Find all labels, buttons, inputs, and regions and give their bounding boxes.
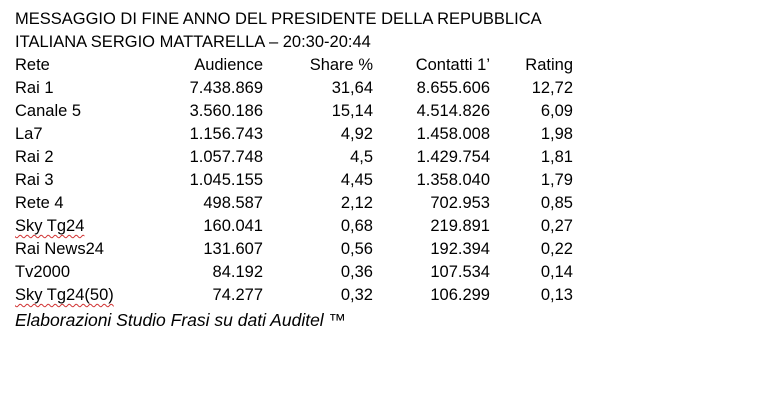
header-share: Share % — [309, 56, 373, 74]
cell-audience: 74.277 — [212, 286, 263, 304]
cell-share: 4,5 — [350, 148, 373, 166]
table-row: Tv2000 84.192 0,36 107.534 0,14 — [15, 261, 573, 284]
cell-rating: 6,09 — [540, 102, 573, 120]
table-row: La7 1.156.743 4,92 1.458.008 1,98 — [15, 123, 573, 146]
cell-rete: La7 — [15, 125, 43, 143]
header-rete: Rete — [15, 56, 50, 74]
cell-audience: 3.560.186 — [189, 102, 263, 120]
cell-rating: 1,98 — [540, 125, 573, 143]
document: MESSAGGIO DI FINE ANNO DEL PRESIDENTE DE… — [15, 8, 615, 332]
cell-audience: 498.587 — [203, 194, 263, 212]
cell-audience: 1.045.155 — [189, 171, 263, 189]
cell-rete-text: Sky Tg24 — [15, 217, 85, 235]
table-row: Rai 3 1.045.155 4,45 1.358.040 1,79 — [15, 169, 573, 192]
cell-rating: 12,72 — [531, 79, 573, 97]
cell-audience: 1.057.748 — [189, 148, 263, 166]
header-audience: Audience — [194, 56, 263, 74]
cell-contatti: 1.429.754 — [416, 148, 490, 166]
cell-rete: Rai 2 — [15, 148, 54, 166]
cell-rete: Sky Tg24 — [15, 215, 155, 238]
cell-audience: 131.607 — [203, 240, 263, 258]
source-note: Elaborazioni Studio Frasi su dati Audite… — [15, 310, 347, 330]
cell-rete: Rai 3 — [15, 171, 54, 189]
cell-share: 4,45 — [340, 171, 373, 189]
cell-share: 4,92 — [340, 125, 373, 143]
table-row: Rai 1 7.438.869 31,64 8.655.606 12,72 — [15, 77, 573, 100]
cell-rete: Rete 4 — [15, 194, 64, 212]
title-line-1: MESSAGGIO DI FINE ANNO DEL PRESIDENTE DE… — [15, 10, 542, 28]
cell-share: 0,36 — [340, 263, 373, 281]
cell-audience: 160.041 — [203, 217, 263, 235]
cell-share: 2,12 — [340, 194, 373, 212]
cell-rating: 0,85 — [540, 194, 573, 212]
cell-contatti: 8.655.606 — [416, 79, 490, 97]
cell-rating: 1,79 — [540, 171, 573, 189]
header-rating: Rating — [525, 56, 573, 74]
cell-share: 15,14 — [331, 102, 373, 120]
cell-rete: Rai News24 — [15, 240, 104, 258]
cell-audience: 7.438.869 — [189, 79, 263, 97]
cell-contatti: 106.299 — [430, 286, 490, 304]
cell-rete: Tv2000 — [15, 263, 71, 281]
table-row: Rai News24 131.607 0,56 192.394 0,22 — [15, 238, 573, 261]
cell-contatti: 107.534 — [430, 263, 490, 281]
cell-share: 0,32 — [340, 286, 373, 304]
cell-contatti: 4.514.826 — [416, 102, 490, 120]
cell-rating: 0,14 — [540, 263, 573, 281]
table-row: Rai 2 1.057.748 4,5 1.429.754 1,81 — [15, 146, 573, 169]
table-row: Rete 4 498.587 2,12 702.953 0,85 — [15, 192, 573, 215]
cell-contatti: 192.394 — [430, 240, 490, 258]
header-contatti: Contatti 1’ — [415, 56, 490, 74]
cell-share: 31,64 — [331, 79, 373, 97]
ratings-table: Rete Audience Share % Contatti 1’ Rating… — [15, 54, 573, 307]
table-header-row: Rete Audience Share % Contatti 1’ Rating — [15, 54, 573, 77]
cell-contatti: 1.358.040 — [416, 171, 490, 189]
cell-rete-text: Sky Tg24(50) — [15, 286, 114, 304]
cell-share: 0,56 — [340, 240, 373, 258]
cell-rete: Canale 5 — [15, 102, 82, 120]
cell-share: 0,68 — [340, 217, 373, 235]
cell-contatti: 1.458.008 — [416, 125, 490, 143]
cell-contatti: 702.953 — [430, 194, 490, 212]
table-row: Sky Tg24(50) 74.277 0,32 106.299 0,13 — [15, 284, 573, 307]
title-line-2: ITALIANA SERGIO MATTARELLA – 20:30-20:44 — [15, 33, 371, 51]
cell-rating: 0,27 — [540, 217, 573, 235]
cell-rating: 1,81 — [540, 148, 573, 166]
cell-rating: 0,22 — [540, 240, 573, 258]
cell-rating: 0,13 — [540, 286, 573, 304]
cell-rete: Sky Tg24(50) — [15, 284, 155, 307]
table-row: Sky Tg24 160.041 0,68 219.891 0,27 — [15, 215, 573, 238]
cell-contatti: 219.891 — [430, 217, 490, 235]
cell-audience: 1.156.743 — [189, 125, 263, 143]
table-row: Canale 5 3.560.186 15,14 4.514.826 6,09 — [15, 100, 573, 123]
cell-rete: Rai 1 — [15, 79, 54, 97]
cell-audience: 84.192 — [212, 263, 263, 281]
